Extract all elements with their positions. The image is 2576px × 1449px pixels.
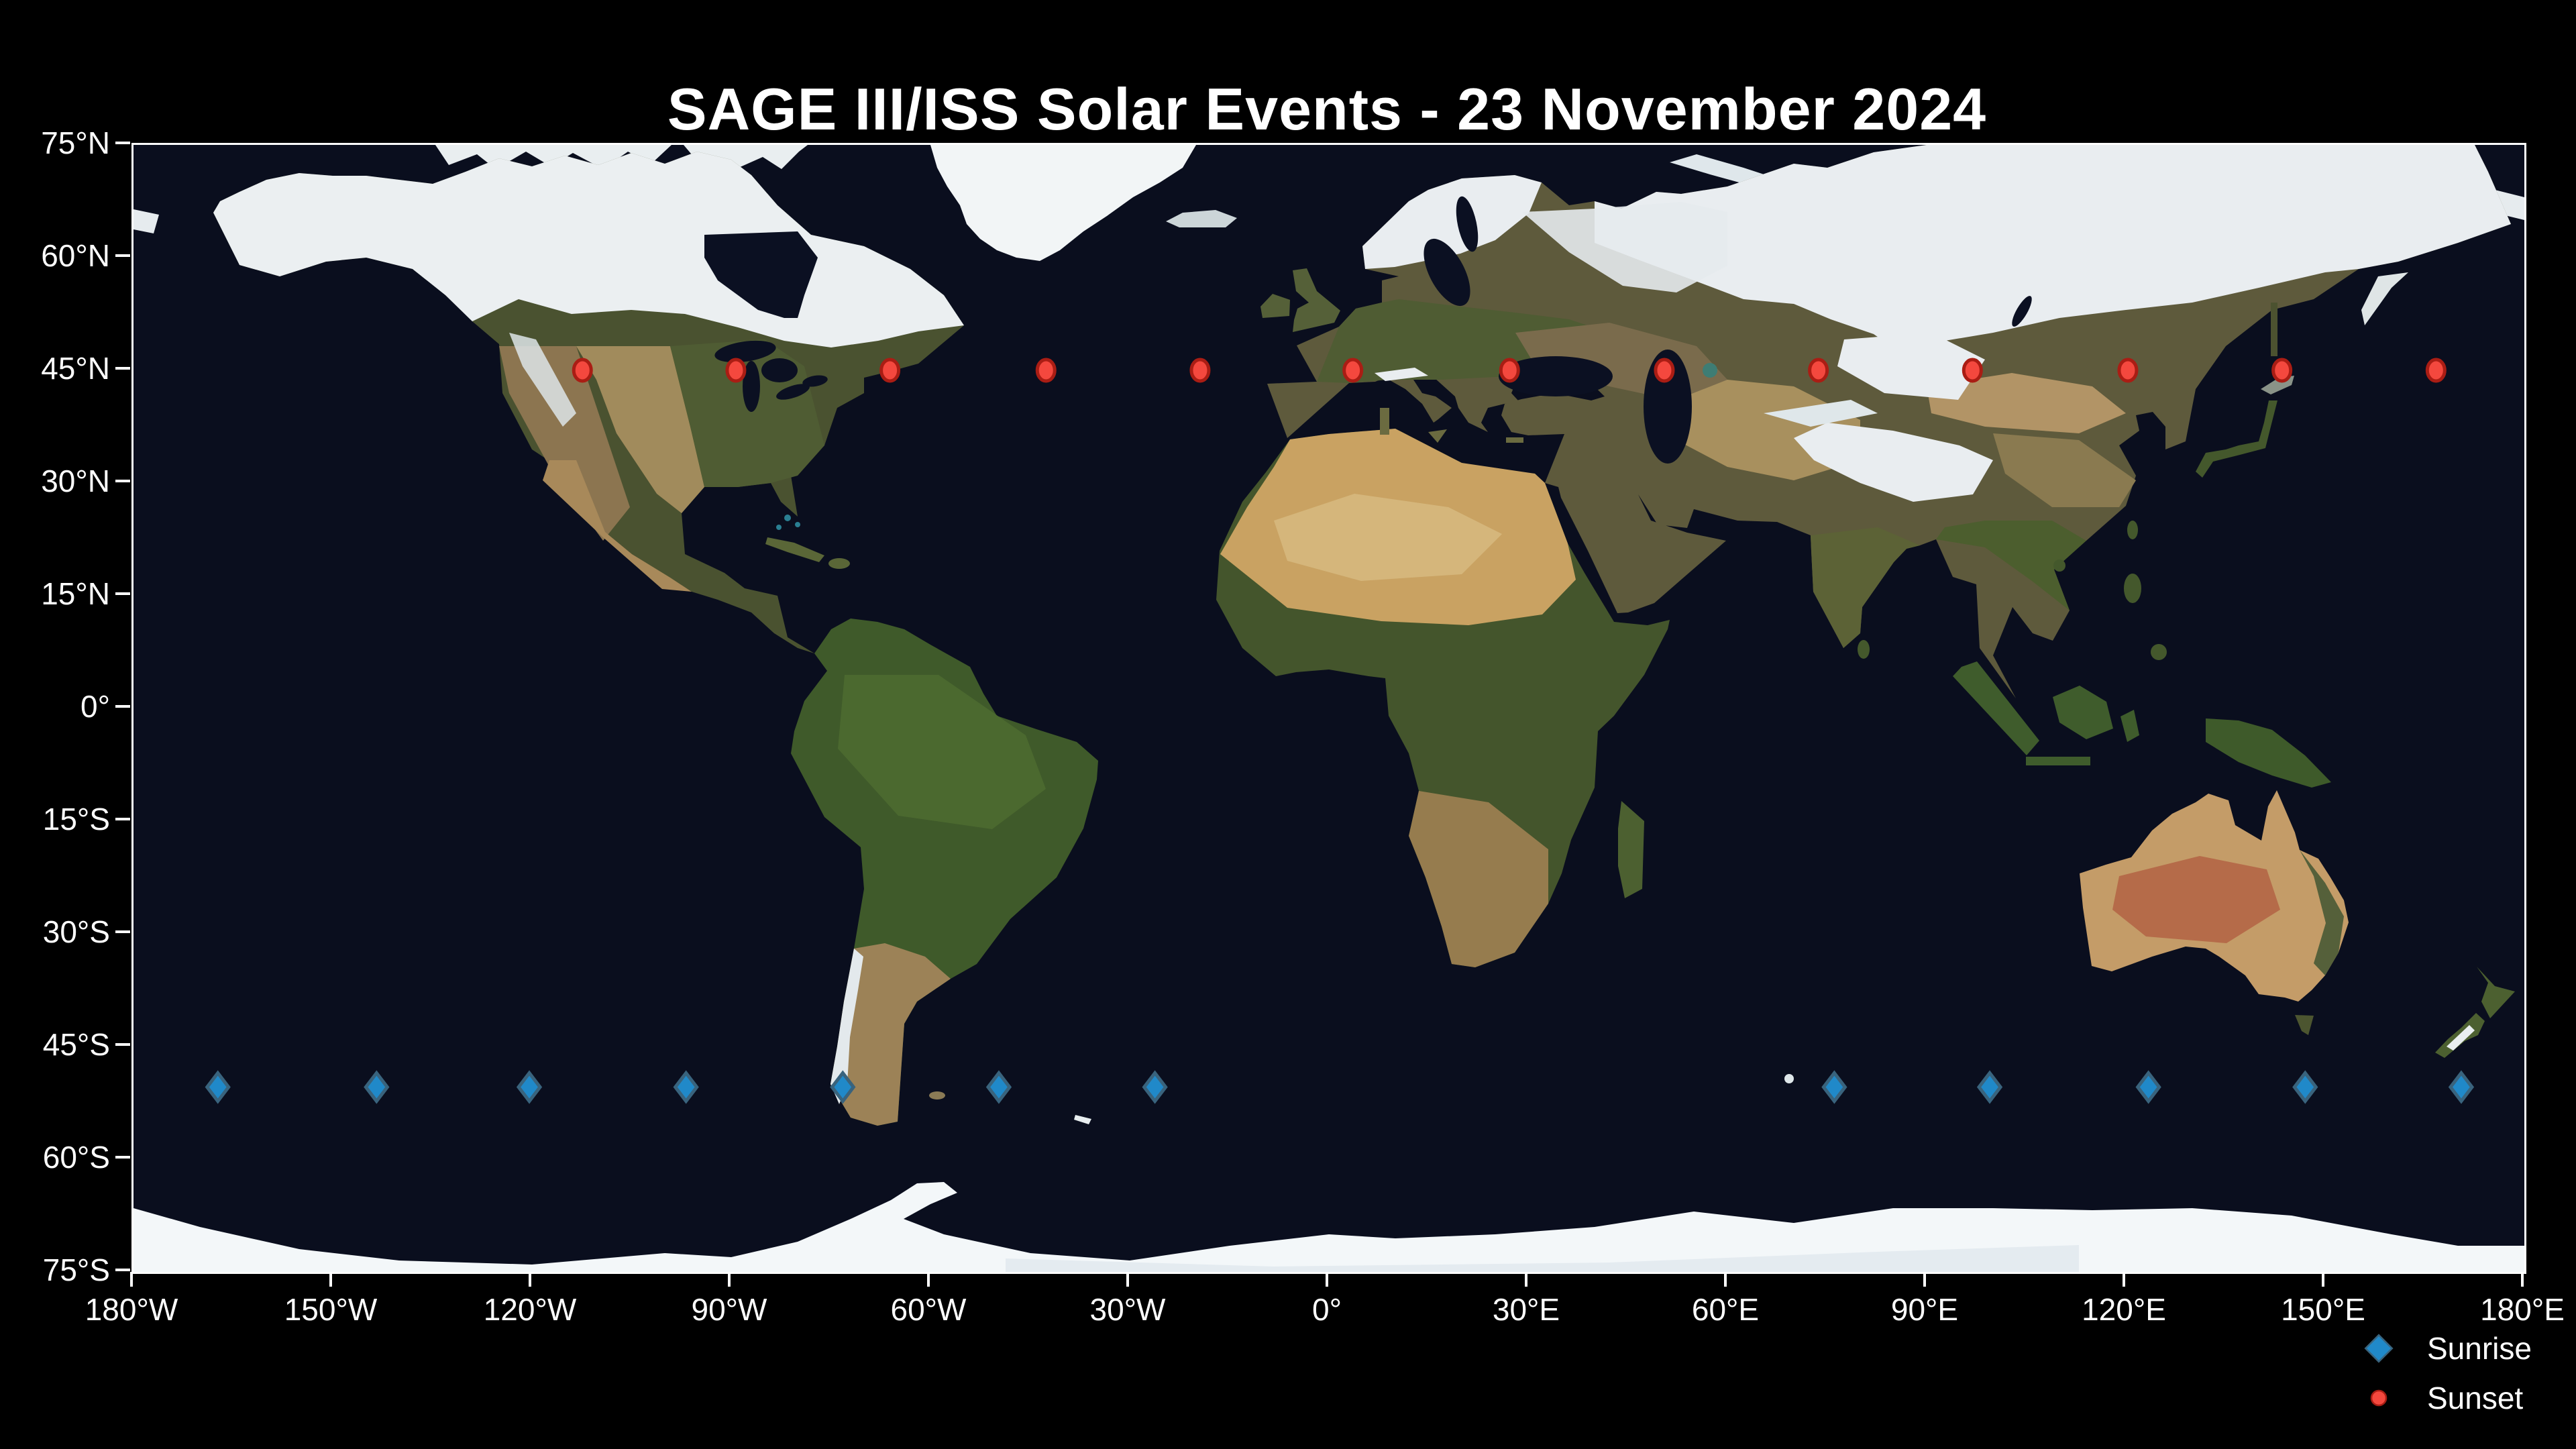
lon-tick-mark	[1326, 1272, 1328, 1287]
legend-label-sunset: Sunset	[2427, 1381, 2524, 1415]
sunrise-event-marker	[1142, 1070, 1168, 1104]
lat-tick-label: 30°S	[42, 914, 110, 949]
sunrise-event-marker	[985, 1070, 1012, 1104]
sunset-event-marker	[725, 358, 747, 383]
lon-tick-label: 180°W	[85, 1292, 178, 1327]
scatter-points-layer	[205, 358, 2475, 1104]
lon-tick-mark	[1923, 1272, 1926, 1287]
lon-tick-label: 120°W	[483, 1292, 577, 1327]
lon-tick-mark	[130, 1272, 133, 1287]
sunset-event-marker	[1189, 358, 1211, 383]
lat-tick-label: 15°S	[42, 802, 110, 837]
lon-tick-label: 30°E	[1492, 1292, 1560, 1327]
lat-tick-mark	[115, 1269, 130, 1271]
lon-tick-label: 180°E	[2480, 1292, 2565, 1327]
lat-tick-mark	[115, 142, 130, 144]
sunrise-event-marker	[673, 1070, 699, 1104]
lat-tick-mark	[115, 1043, 130, 1046]
lat-tick-label: 60°S	[42, 1140, 110, 1175]
sunrise-event-marker	[364, 1070, 390, 1104]
lon-tick-mark	[329, 1272, 332, 1287]
sunrise-event-marker	[516, 1070, 543, 1104]
lat-tick-label: 15°N	[41, 576, 110, 611]
lon-tick-label: 150°E	[2281, 1292, 2365, 1327]
lon-tick-label: 60°W	[890, 1292, 967, 1327]
sunset-event-marker	[2271, 358, 2293, 383]
lon-tick-label: 120°E	[2082, 1292, 2166, 1327]
sunrise-event-marker	[205, 1070, 231, 1104]
lon-tick-mark	[728, 1272, 731, 1287]
sunset-event-marker	[1654, 358, 1675, 383]
sunset-event-marker	[1035, 358, 1057, 383]
sunset-event-marker	[2425, 358, 2447, 383]
lat-tick-mark	[115, 367, 130, 370]
sunset-event-marker	[879, 358, 901, 383]
sunrise-event-marker	[2448, 1070, 2475, 1104]
lat-tick-label: 30°N	[41, 464, 110, 498]
world-map-image	[133, 145, 2524, 1272]
lon-tick-mark	[1126, 1272, 1129, 1287]
sunrise-event-marker	[2135, 1070, 2161, 1104]
lat-tick-mark	[115, 818, 130, 820]
sunset-event-marker	[1499, 358, 1520, 383]
lon-tick-mark	[529, 1272, 531, 1287]
sunset-dot-icon	[2370, 1389, 2387, 1407]
lat-tick-mark	[115, 480, 130, 482]
lat-tick-label: 60°N	[41, 238, 110, 273]
legend-label-sunrise: Sunrise	[2427, 1331, 2532, 1366]
sunrise-diamond-icon	[2364, 1334, 2394, 1363]
lat-tick-label: 0°	[80, 689, 110, 724]
sunrise-event-marker	[1821, 1070, 1847, 1104]
chart-title: SAGE III/ISS Solar Events - 23 November …	[667, 76, 1987, 142]
lon-tick-label: 90°W	[691, 1292, 767, 1327]
legend: Sunrise Sunset	[2360, 1330, 2541, 1417]
lat-tick-label: 45°S	[42, 1027, 110, 1062]
lat-tick-label: 75°N	[41, 125, 110, 160]
sunset-event-marker	[1962, 358, 1983, 383]
sunrise-event-marker	[830, 1070, 856, 1104]
lat-tick-mark	[115, 592, 130, 595]
lat-tick-label: 75°S	[42, 1252, 110, 1287]
legend-row-sunset: Sunset	[2360, 1379, 2541, 1417]
lon-tick-mark	[2521, 1272, 2524, 1287]
sunset-event-marker	[572, 358, 593, 383]
lat-tick-label: 45°N	[41, 351, 110, 386]
lon-tick-label: 150°W	[284, 1292, 378, 1327]
lat-tick-mark	[115, 254, 130, 257]
lat-tick-mark	[115, 705, 130, 708]
lon-tick-mark	[1724, 1272, 1727, 1287]
lon-tick-mark	[2123, 1272, 2125, 1287]
lon-tick-label: 90°E	[1890, 1292, 1959, 1327]
sunset-event-marker	[2117, 358, 2139, 383]
lon-tick-mark	[1525, 1272, 1527, 1287]
sunrise-event-marker	[2292, 1070, 2318, 1104]
lon-tick-label: 60°E	[1691, 1292, 1760, 1327]
lon-tick-label: 30°W	[1089, 1292, 1166, 1327]
sunrise-event-marker	[1976, 1070, 2003, 1104]
sunset-event-marker	[1342, 358, 1364, 383]
sunset-event-marker	[1808, 358, 1829, 383]
lon-tick-label: 0°	[1312, 1292, 1342, 1327]
legend-row-sunrise: Sunrise	[2360, 1330, 2541, 1367]
lon-tick-mark	[2322, 1272, 2324, 1287]
lat-tick-mark	[115, 930, 130, 933]
lon-tick-mark	[927, 1272, 930, 1287]
lat-tick-mark	[115, 1156, 130, 1159]
map-plot-area	[131, 143, 2526, 1274]
